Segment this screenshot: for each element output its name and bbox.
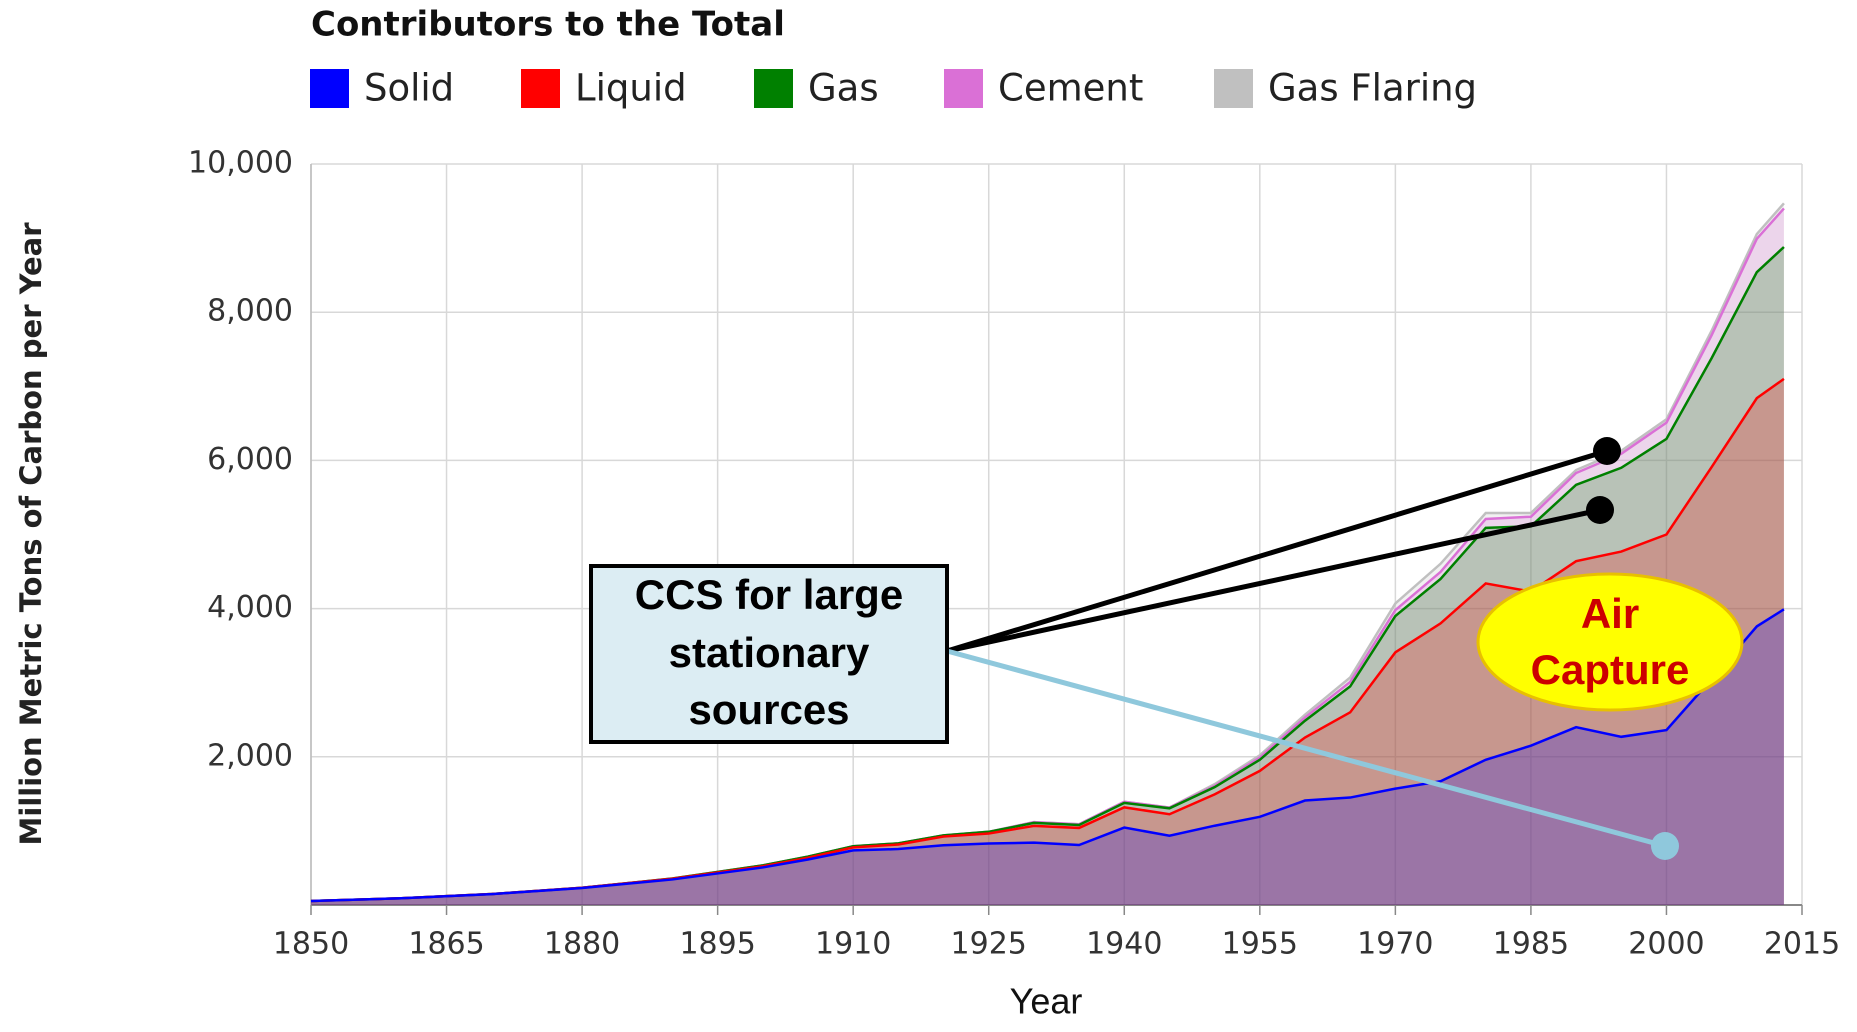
legend-label: Cement bbox=[998, 67, 1143, 110]
x-tick-label: 1970 bbox=[1357, 927, 1433, 962]
pointer-line bbox=[946, 648, 1666, 849]
pointer-line bbox=[946, 507, 1601, 654]
legend-swatch bbox=[521, 69, 560, 108]
ccs-text: stationary bbox=[669, 629, 870, 676]
legend-swatch bbox=[310, 69, 349, 108]
x-tick-label: 1895 bbox=[679, 927, 755, 962]
area bbox=[311, 378, 1784, 905]
ccs-text: CCS for large bbox=[635, 571, 903, 618]
x-tick-label: 1880 bbox=[544, 927, 620, 962]
area bbox=[311, 609, 1784, 905]
x-tick-label: 1925 bbox=[951, 927, 1027, 962]
ccs-text: sources bbox=[688, 686, 849, 733]
area bbox=[311, 208, 1784, 905]
y-tick-label: 4,000 bbox=[207, 590, 293, 625]
pointer-dot bbox=[1586, 496, 1614, 524]
legend-label: Solid bbox=[364, 67, 454, 110]
x-axis-title: Year bbox=[1010, 981, 1083, 1022]
chart-title: Contributors to the Total bbox=[311, 5, 785, 45]
legend: Solid Liquid Gas Cement Gas Flaring bbox=[310, 67, 1477, 110]
x-tick-label: 1850 bbox=[273, 927, 349, 962]
x-tick-label: 2015 bbox=[1764, 927, 1840, 962]
y-tick-label: 6,000 bbox=[207, 442, 293, 477]
area bbox=[311, 246, 1784, 905]
x-tick-label: 1865 bbox=[408, 927, 484, 962]
area bbox=[311, 203, 1784, 905]
annotation-lines bbox=[589, 437, 1744, 860]
air-capture-ellipse bbox=[1476, 572, 1744, 712]
y-tick-label: 2,000 bbox=[207, 738, 293, 773]
x-tick-label: 1985 bbox=[1493, 927, 1569, 962]
y-tick-label: 8,000 bbox=[207, 294, 293, 329]
x-tick-label: 1910 bbox=[815, 927, 891, 962]
y-tick-label: 10,000 bbox=[188, 146, 293, 181]
air-capture-text: Capture bbox=[1531, 646, 1690, 693]
pointer-dot bbox=[1593, 437, 1621, 465]
area-line bbox=[310, 608, 1785, 903]
legend-swatch bbox=[1214, 69, 1253, 108]
legend-label: Gas bbox=[808, 67, 879, 110]
pointer-line bbox=[946, 448, 1608, 654]
y-axis-title: Million Metric Tons of Carbon per Year bbox=[14, 222, 48, 846]
legend-label: Gas Flaring bbox=[1268, 67, 1477, 110]
legend-label: Liquid bbox=[575, 67, 687, 110]
grid: 1850 1865 1880 1895 1910 1925 1940 1955 1970 1985… bbox=[188, 146, 1840, 962]
x-tick-label: 1955 bbox=[1222, 927, 1298, 962]
x-tick-label: 2000 bbox=[1628, 927, 1704, 962]
areas bbox=[310, 202, 1785, 905]
pointer-dot bbox=[1651, 832, 1679, 860]
air-capture-text: Air bbox=[1581, 590, 1639, 637]
ccs-box bbox=[589, 564, 949, 744]
legend-swatch bbox=[944, 69, 983, 108]
x-tick-label: 1940 bbox=[1086, 927, 1162, 962]
legend-swatch bbox=[754, 69, 793, 108]
